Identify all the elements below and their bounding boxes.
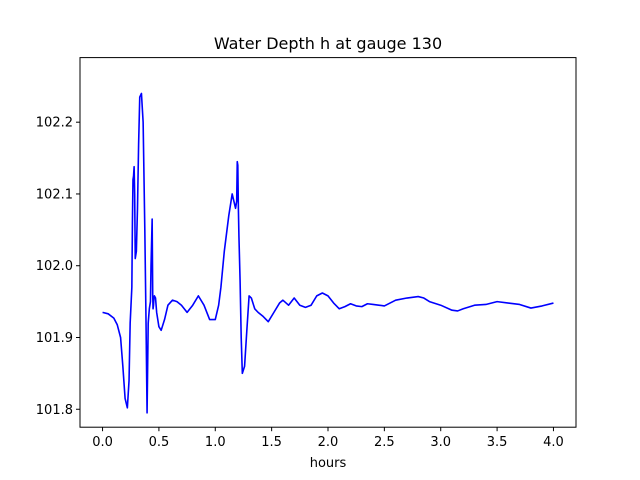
y-tick-label: 101.8 xyxy=(36,403,73,418)
y-tick-label: 102.0 xyxy=(36,259,73,274)
y-tick-label: 102.1 xyxy=(36,187,73,202)
plot-area xyxy=(80,57,576,428)
series-line-0 xyxy=(102,92,554,414)
x-tick-label: 2.0 xyxy=(318,435,339,450)
y-tick-label: 102.2 xyxy=(36,116,73,131)
y-axis-ticks: 101.8 101.9 102.0 102.1 102.2 xyxy=(36,116,80,418)
x-tick-label: 1.5 xyxy=(261,435,282,450)
x-axis-label: hours xyxy=(310,456,347,471)
x-tick-label: 3.0 xyxy=(430,435,451,450)
x-tick-label: 0.5 xyxy=(149,435,170,450)
x-axis-ticks: 0.0 0.5 1.0 1.5 2.0 2.5 3.0 3.5 4.0 xyxy=(92,427,564,450)
x-tick-label: 3.5 xyxy=(487,435,508,450)
x-tick-label: 4.0 xyxy=(543,435,564,450)
y-tick-label: 101.9 xyxy=(36,331,73,346)
x-tick-label: 1.0 xyxy=(205,435,226,450)
chart-title: Water Depth h at gauge 130 xyxy=(214,34,442,53)
series-layer xyxy=(102,92,554,414)
x-tick-label: 2.5 xyxy=(374,435,395,450)
x-tick-label: 0.0 xyxy=(92,435,113,450)
